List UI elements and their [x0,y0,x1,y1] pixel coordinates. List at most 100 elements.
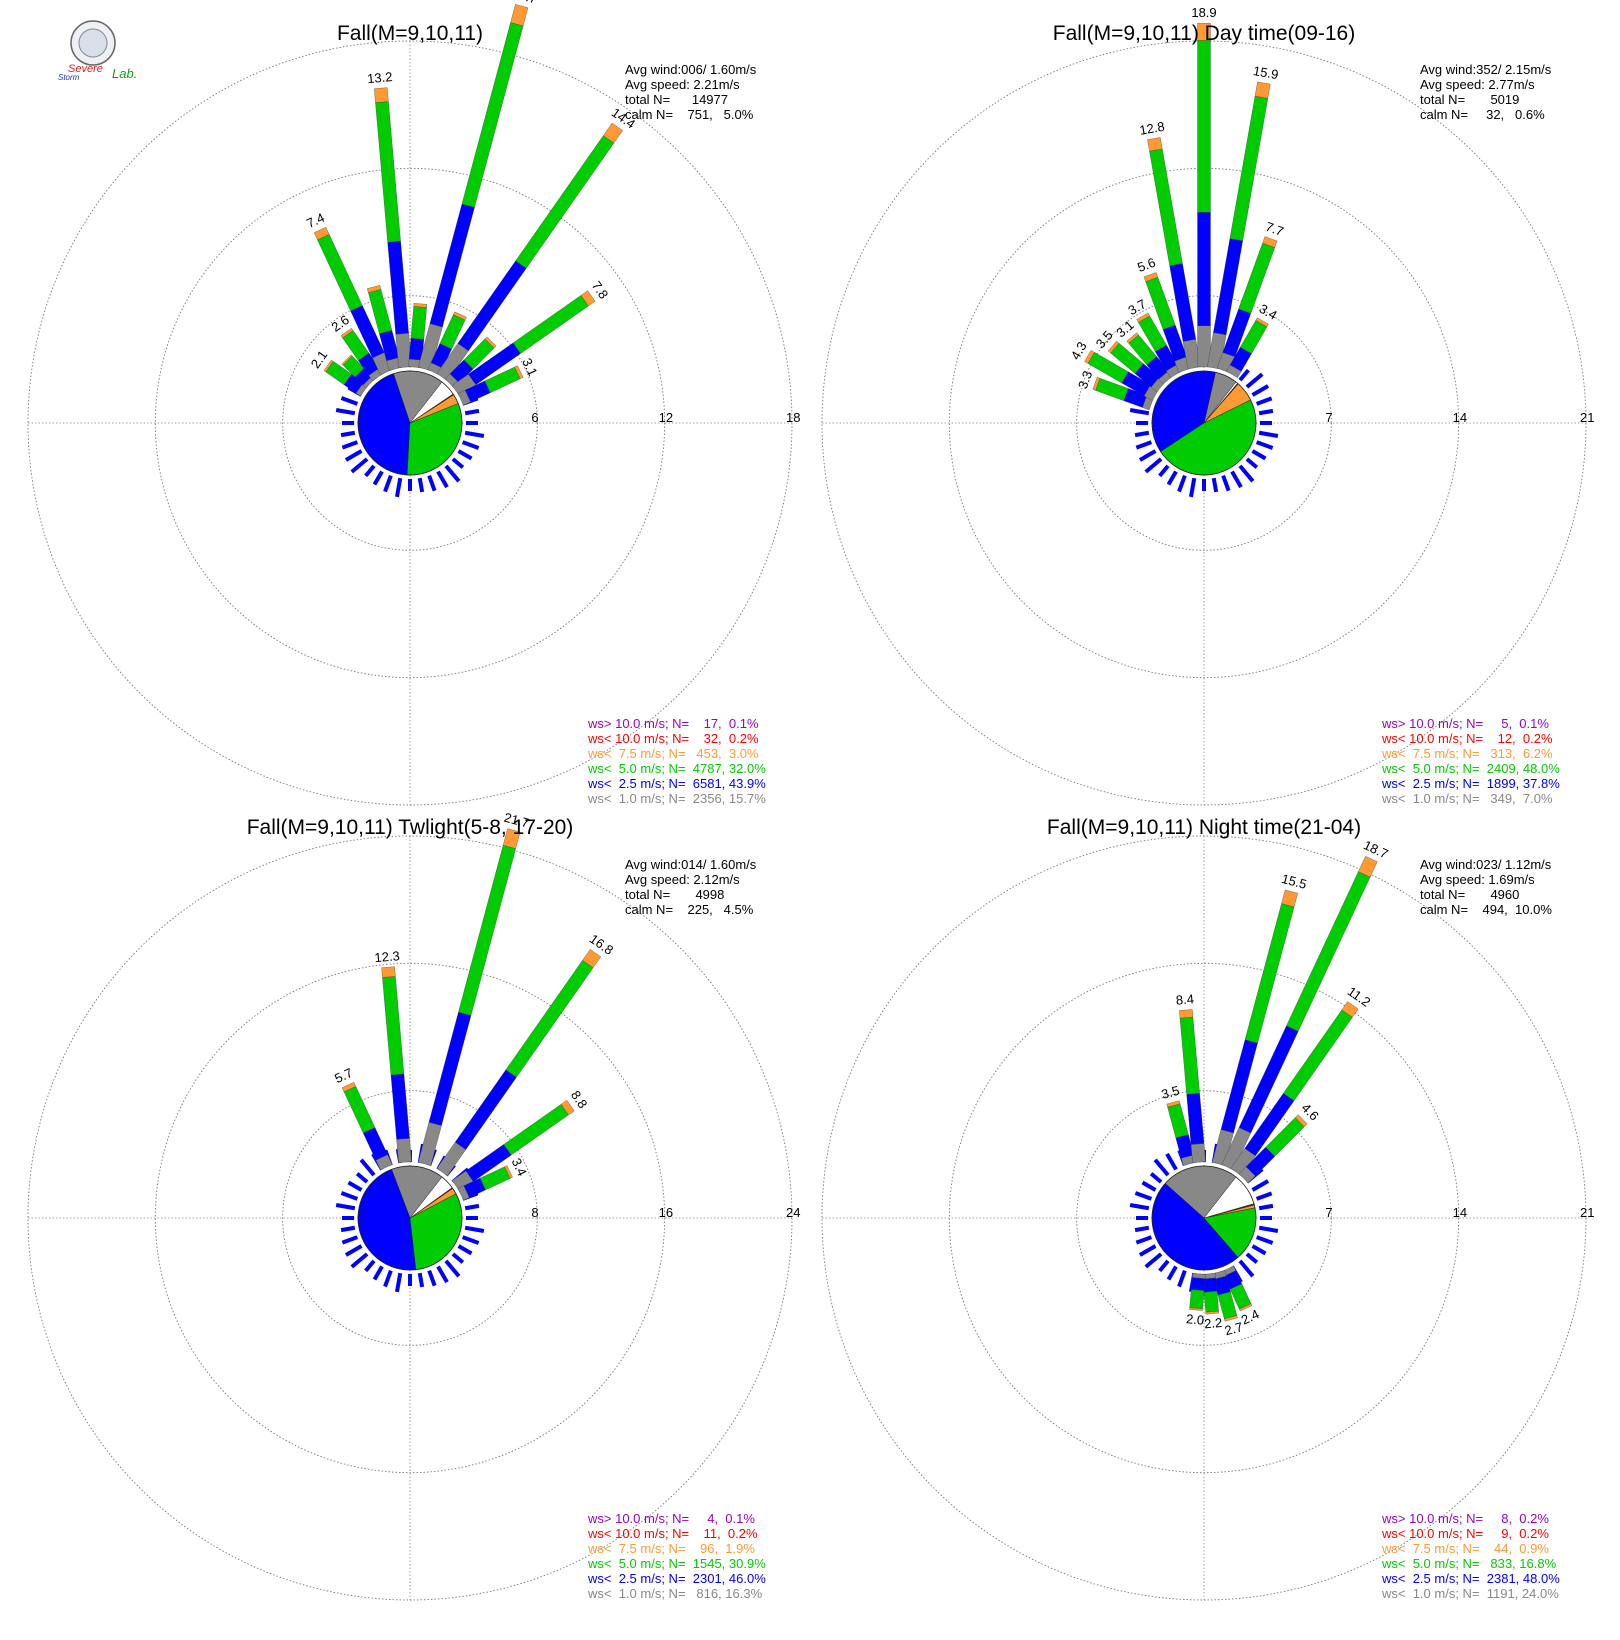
petal-segment [1092,377,1101,391]
legend-entry: ws< 2.5 m/s; N= 1899, 37.8% [1381,776,1560,791]
petal-small [1258,408,1274,416]
petal-small [1189,477,1197,498]
petal: 12.8 [1138,119,1201,370]
stat-line: Avg wind:014/ 1.60m/s [625,857,757,872]
petal-segment [1166,1100,1181,1108]
petal-segment [453,311,467,321]
petal-segment [458,845,516,1016]
petal-segment [1149,148,1183,266]
ring-label-18: 18 [786,410,800,425]
petal-label: 5.6 [1135,255,1157,275]
petal-segment [1244,903,1295,1044]
petal-small [1255,1235,1274,1245]
petal-small [341,440,359,450]
petal-small [417,477,425,493]
legend-entry: ws< 2.5 m/s; N= 2301, 46.0% [587,1571,766,1586]
stat-line: Avg wind:352/ 2.15m/s [1420,62,1552,77]
petal-label: 15.9 [1252,63,1280,82]
petal-small [1258,430,1279,438]
petal-segment [454,1069,517,1150]
petal-small [359,1158,376,1177]
legend-entry: ws< 7.5 m/s; N= 96, 1.9% [587,1541,755,1556]
petal-segment [510,4,529,27]
petal-small [335,1203,356,1211]
petal-small [1255,396,1273,406]
legend-entry: ws< 5.0 m/s; N= 833, 16.8% [1381,1556,1557,1571]
petal-label: 2.4 [1239,1306,1262,1327]
petal-segment [603,122,623,144]
petal-small [1135,1235,1153,1245]
petal-small [364,1259,376,1273]
legend-entry: ws< 7.5 m/s; N= 44, 0.9% [1381,1541,1549,1556]
petal-small [1138,1244,1157,1257]
petal-small [340,396,359,406]
petal-segment [429,203,475,328]
petal: 8.8 [451,1088,591,1192]
petal-label: 3.4 [509,1156,530,1179]
petal-segment [341,1082,356,1093]
petal-small [1251,449,1267,461]
petal-small [464,1203,480,1211]
petal-label: 8.4 [1175,991,1194,1008]
petal-segment [387,240,409,335]
ring-14 [948,962,1460,1474]
petal: 12.3 [374,948,412,1163]
petal: 18.7 [1221,837,1391,1171]
petal-segment [1197,40,1211,213]
petal: 21.7 [418,810,531,1166]
stat-line: Avg speed: 2.21m/s [625,77,740,92]
wind-rose-day: 7 14 213.34.3 3.53.13.75.612.818.915.97.73.… [821,5,1594,806]
petal-segment [515,135,615,269]
petal-small [1153,1158,1170,1177]
petal-segment [580,290,596,307]
petal-small [1129,1203,1150,1211]
petal-segment [1281,889,1298,908]
petal-small [1135,440,1153,450]
petal-small [1245,1252,1259,1264]
stat-line: total N= 5019 [1420,92,1519,107]
wind-rose-all: 612182.12.67.413.217.714.47.83.1Fall(M=9… [27,0,800,806]
petal-segment [505,960,594,1078]
petal-small [464,1225,485,1233]
petal-small [395,1272,403,1293]
petal-segment [317,234,363,312]
title-twilight: Fall(M=9,10,11) Twlight(5-8, 17-20) [247,816,574,839]
legend-entry: ws< 10.0 m/s; N= 12, 0.2% [1381,731,1553,746]
petal-small [417,1272,425,1288]
petal-label: 2.0 [1185,1311,1204,1328]
ring-label-7: 7 [1325,1205,1332,1220]
legend-entry: ws< 1.0 m/s; N= 2356, 15.7% [587,791,766,806]
petal-segment [428,1011,472,1126]
petal-small [364,464,376,478]
petal-label: 21.7 [502,810,530,831]
petal: 7.4 [304,210,393,376]
petal-small [1238,464,1255,483]
petal-small [1258,1225,1279,1233]
stat-line: calm N= 225, 4.5% [625,902,754,917]
petal-small [1230,470,1243,489]
petal-small [451,457,465,469]
petal: 3.1 [457,356,541,406]
petal-label: 5.7 [332,1065,355,1086]
petal-label: 18.9 [1191,5,1216,20]
legend-entry: ws< 5.0 m/s; N= 4787, 32.0% [587,761,766,776]
petal-segment [582,949,602,968]
petal-segment [1167,1103,1189,1139]
petal: 4.3 [1068,339,1159,401]
petal-segment [1084,350,1095,364]
petal-small [436,1265,449,1284]
ring-8 [282,1090,538,1346]
petal-label: 12.3 [374,948,401,965]
petal-small [344,1244,363,1257]
petal-segment [1197,23,1211,41]
petal-segment [1189,1307,1203,1311]
petal-small [1144,457,1163,474]
petal-small [464,430,485,438]
ring-label-6: 6 [531,410,538,425]
petal: 17.7 [418,0,539,371]
petal-small [372,1265,384,1281]
ring-21 [821,835,1587,1601]
petal: 4.6 [1238,1100,1322,1184]
legend-entry: ws< 5.0 m/s; N= 2409, 48.0% [1381,761,1560,776]
petal: 2.7 [1212,1270,1244,1338]
